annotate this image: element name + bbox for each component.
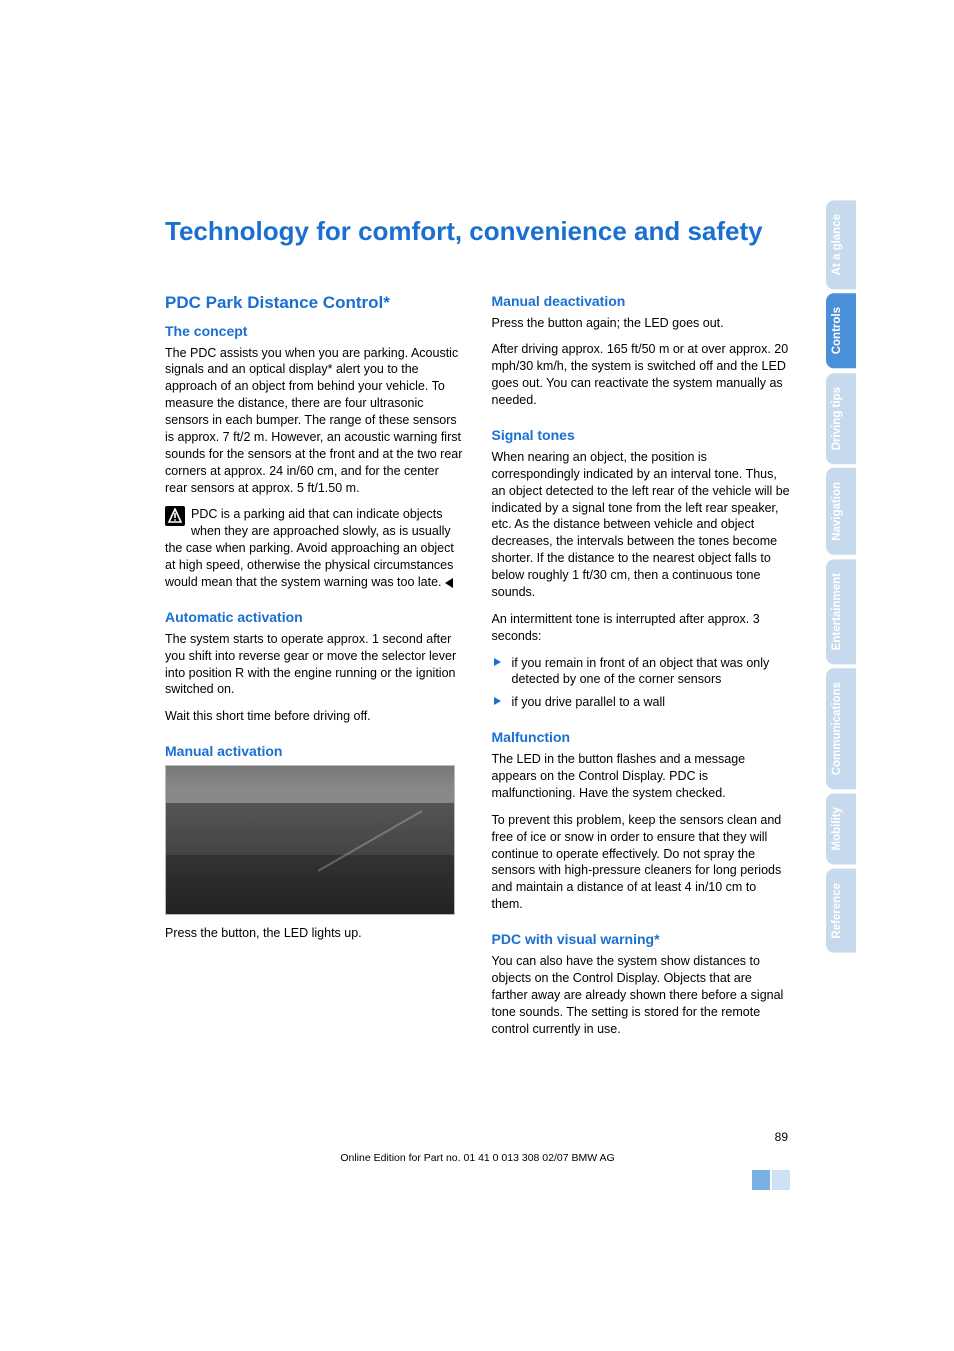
warning-block: PDC is a parking aid that can indicate o… (165, 506, 464, 590)
page-content: Technology for comfort, convenience and … (165, 215, 790, 1047)
figure-dashboard-button (165, 765, 455, 915)
paragraph-manual-deact-2: After driving approx. 165 ft/50 m or at … (492, 341, 791, 409)
list-item: if you remain in front of an object that… (492, 655, 791, 689)
warning-icon (165, 506, 185, 526)
heading-concept: The concept (165, 323, 464, 339)
tab-driving-tips[interactable]: Driving tips (826, 373, 856, 464)
heading-signal-tones: Signal tones (492, 427, 791, 443)
tab-navigation[interactable]: Navigation (826, 468, 856, 555)
two-column-layout: PDC Park Distance Control* The concept T… (165, 293, 790, 1048)
list-item: if you drive parallel to a wall (492, 694, 791, 711)
right-column: Manual deactivation Press the button aga… (492, 293, 791, 1048)
tab-at-a-glance[interactable]: At a glance (826, 200, 856, 289)
paragraph-concept: The PDC assists you when you are parking… (165, 345, 464, 497)
paragraph-signal-2: An intermittent tone is interrupted afte… (492, 611, 791, 645)
paragraph-auto-2: Wait this short time before driving off. (165, 708, 464, 725)
heading-manual-deactivation: Manual deactivation (492, 293, 791, 309)
tab-communications[interactable]: Communications (826, 668, 856, 789)
heading-malfunction: Malfunction (492, 729, 791, 745)
page-footer: 89 Online Edition for Part no. 01 41 0 0… (165, 1130, 790, 1164)
heading-auto-activation: Automatic activation (165, 609, 464, 625)
footer-color-bars (752, 1170, 790, 1190)
heading-manual-activation: Manual activation (165, 743, 464, 759)
tab-reference[interactable]: Reference (826, 869, 856, 953)
signal-bullet-list: if you remain in front of an object that… (492, 655, 791, 712)
paragraph-warning: PDC is a parking aid that can indicate o… (165, 506, 464, 590)
heading-pdc-visual: PDC with visual warning* (492, 931, 791, 947)
left-column: PDC Park Distance Control* The concept T… (165, 293, 464, 1048)
tab-controls[interactable]: Controls (826, 293, 856, 368)
paragraph-signal-1: When nearing an object, the position is … (492, 449, 791, 601)
page-number: 89 (165, 1130, 790, 1144)
paragraph-malfunction-1: The LED in the button flashes and a mess… (492, 751, 791, 802)
paragraph-pdc-visual: You can also have the system show distan… (492, 953, 791, 1037)
section-heading-pdc: PDC Park Distance Control* (165, 293, 464, 313)
paragraph-malfunction-2: To prevent this problem, keep the sensor… (492, 812, 791, 913)
tab-mobility[interactable]: Mobility (826, 793, 856, 864)
paragraph-manual-deact-1: Press the button again; the LED goes out… (492, 315, 791, 332)
paragraph-manual-act-caption: Press the button, the LED lights up. (165, 925, 464, 942)
end-marker-icon (445, 578, 453, 588)
tab-entertainment[interactable]: Entertainment (826, 559, 856, 664)
footer-edition-line: Online Edition for Part no. 01 41 0 013 … (165, 1152, 790, 1164)
side-tabs: At a glance Controls Driving tips Naviga… (826, 200, 856, 952)
paragraph-auto-1: The system starts to operate approx. 1 s… (165, 631, 464, 699)
page-title: Technology for comfort, convenience and … (165, 215, 790, 248)
